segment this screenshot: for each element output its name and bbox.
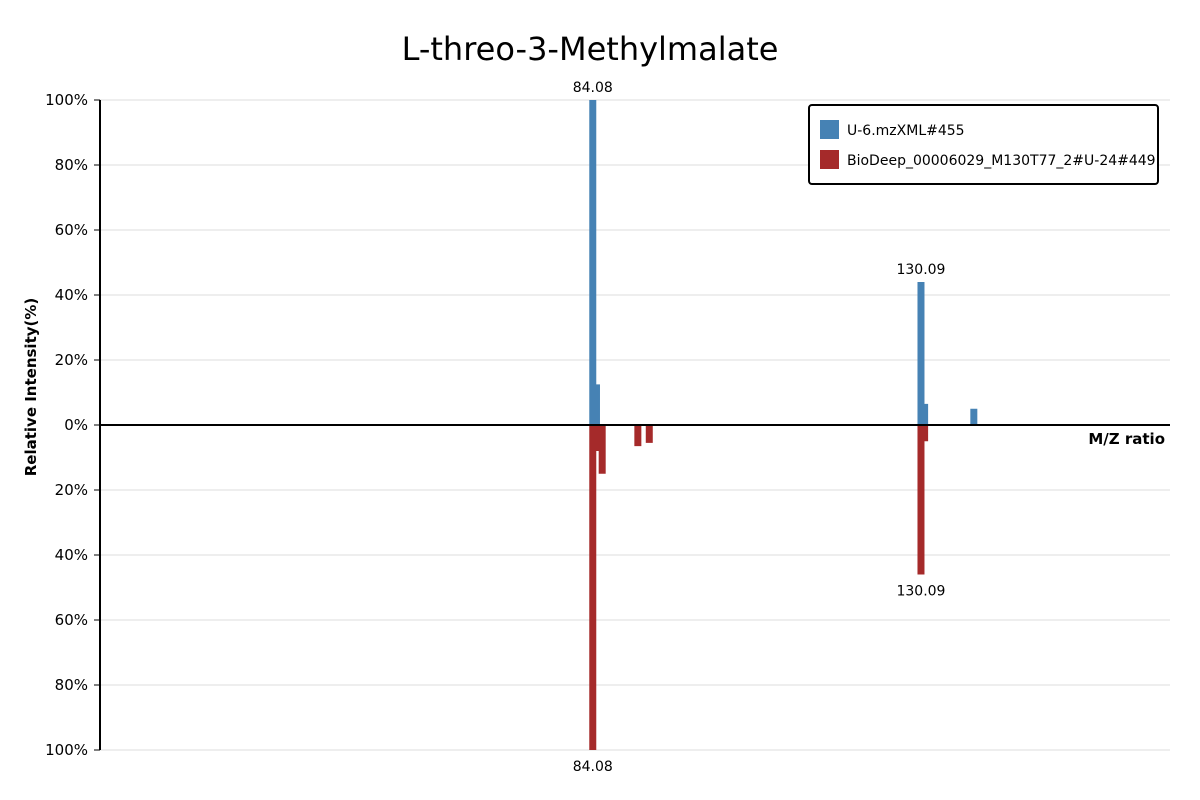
y-tick-label: 100% bbox=[45, 91, 88, 109]
query-peak-label: 130.09 bbox=[896, 262, 945, 278]
reference-peak-bar bbox=[589, 425, 597, 750]
peak-labels: 84.08 130.09 84.08 130.09 bbox=[573, 80, 946, 775]
y-tick-label: 0% bbox=[64, 416, 88, 434]
reference-peak-bar bbox=[917, 425, 925, 575]
reference-peak-bar bbox=[592, 425, 600, 451]
legend-label-reference: BioDeep_00006029_M130T77_2#U-24#449 bbox=[847, 153, 1156, 169]
reference-peak-label: 84.08 bbox=[573, 759, 613, 775]
y-tick-label: 60% bbox=[55, 221, 88, 239]
reference-peak-bar bbox=[645, 425, 653, 443]
y-axis-label: Relative Intensity(%) bbox=[22, 298, 40, 477]
query-peak-bar bbox=[592, 384, 600, 426]
y-tick-label: 20% bbox=[55, 481, 88, 499]
query-peak-bar bbox=[917, 282, 925, 425]
reference-peak-bar bbox=[634, 425, 642, 447]
query-peak-bar bbox=[921, 403, 929, 426]
y-tick-label: 40% bbox=[55, 546, 88, 564]
y-tick-label: 80% bbox=[55, 156, 88, 174]
y-tick-label: 80% bbox=[55, 676, 88, 694]
chart-title: L-threo-3-Methylmalate bbox=[402, 30, 779, 68]
legend-box bbox=[808, 104, 1159, 185]
legend: U-6.mzXML#455 BioDeep_00006029_M130T77_2… bbox=[808, 104, 1159, 185]
y-tick-label: 40% bbox=[55, 286, 88, 304]
grid bbox=[100, 99, 1170, 751]
query-peak-bar bbox=[589, 100, 597, 425]
legend-swatch-query bbox=[820, 120, 839, 139]
query-peak-bar bbox=[970, 408, 978, 425]
reference-peak-bar bbox=[598, 425, 606, 474]
y-tick-label: 100% bbox=[45, 741, 88, 759]
y-tick-label: 60% bbox=[55, 611, 88, 629]
y-ticks: 100% 80% 60% 40% 20% 0% 20% 40% 60% 80% 100% bbox=[45, 91, 100, 759]
reference-peak-label: 130.09 bbox=[896, 584, 945, 600]
legend-swatch-reference bbox=[820, 150, 839, 169]
query-peak-label: 84.08 bbox=[573, 80, 613, 96]
y-tick-label: 20% bbox=[55, 351, 88, 369]
reference-peak-bar bbox=[921, 425, 929, 442]
x-axis-label: M/Z ratio bbox=[1088, 430, 1165, 448]
bars bbox=[589, 100, 978, 750]
legend-label-query: U-6.mzXML#455 bbox=[847, 123, 965, 139]
